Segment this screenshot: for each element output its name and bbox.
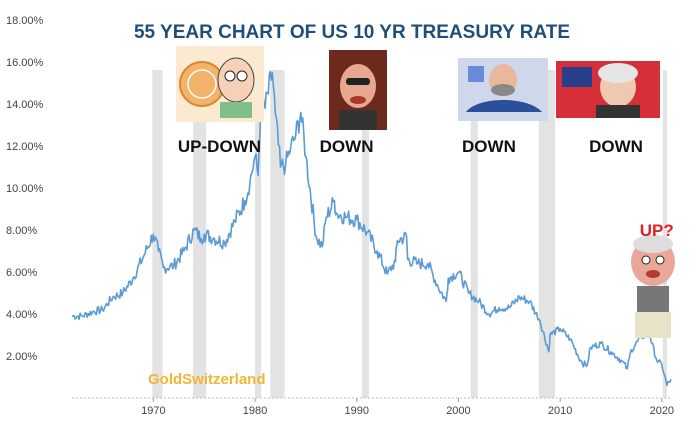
y-axis: 2.00% 4.00% 6.00% 8.00% 10.00% 12.00% 14.00% 16… <box>6 15 44 363</box>
annotation-down: DOWN <box>589 137 643 156</box>
annotation-down: DOWN <box>320 137 374 156</box>
y-tick-label: 16.00% <box>6 57 44 69</box>
recession-band-3 <box>270 70 285 398</box>
x-axis: 1970 1980 1990 2000 2010 2020 <box>141 398 674 417</box>
x-tick-label: 1980 <box>243 405 267 417</box>
y-tick-label: 10.00% <box>6 183 44 195</box>
cartoon-fed-chair-yellen <box>556 61 660 118</box>
cartoon-fed-chair-greenspan <box>329 50 387 130</box>
y-tick-label: 18.00% <box>6 15 44 27</box>
recession-band-2 <box>255 70 262 398</box>
recession-band-7 <box>662 70 667 398</box>
cartoon-fed-chair-powell <box>631 235 675 338</box>
annotation-up-down: UP-DOWN <box>178 137 261 156</box>
recession-band-6 <box>538 70 556 398</box>
annotations: UP-DOWN DOWN DOWN DOWN UP? <box>178 137 674 240</box>
y-tick-label: 4.00% <box>6 309 37 321</box>
series-line-10yr-rate <box>71 70 672 387</box>
x-tick-label: 2000 <box>446 405 470 417</box>
y-tick-label: 12.00% <box>6 141 44 153</box>
cartoon-fed-chair-bernanke <box>458 58 548 121</box>
y-tick-label: 6.00% <box>6 267 37 279</box>
recession-band-5 <box>470 70 478 398</box>
x-tick-label: 2020 <box>650 405 674 417</box>
x-tick-label: 1990 <box>345 405 369 417</box>
annotation-down: DOWN <box>462 137 516 156</box>
x-tick-label: 1970 <box>141 405 165 417</box>
recession-band-0 <box>152 70 163 398</box>
chart-title: 55 YEAR CHART OF US 10 YR TREASURY RATE <box>134 22 570 43</box>
y-tick-label: 8.00% <box>6 225 37 237</box>
watermark-goldswitzerland: GoldSwitzerland <box>148 371 266 388</box>
annotation-up: UP? <box>640 221 674 240</box>
y-tick-label: 14.00% <box>6 99 44 111</box>
y-tick-label: 2.00% <box>6 351 37 363</box>
x-tick-label: 2010 <box>548 405 572 417</box>
cartoon-fed-chair-1970s <box>176 46 264 122</box>
